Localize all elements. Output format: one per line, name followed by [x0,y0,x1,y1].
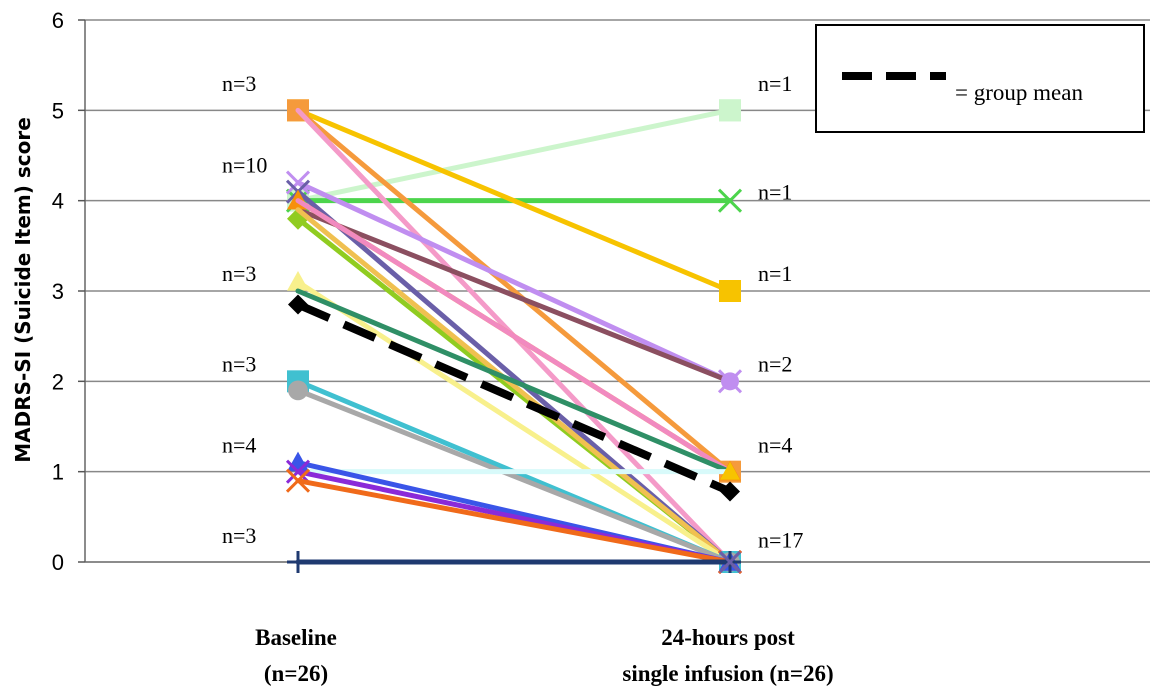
data-point [718,550,742,574]
series-segment [295,387,733,565]
series-line [295,198,733,475]
data-point [285,459,311,484]
category-label-line2: (n=26) [264,661,328,686]
series-line [295,207,733,565]
n-label-baseline: n=3 [222,261,256,286]
legend-text: = group mean [955,80,1083,105]
y-tick-label: 6 [52,8,64,33]
n-label-baseline: n=3 [222,523,256,548]
series-segment [295,180,733,384]
data-point [285,468,311,493]
data-point [285,170,311,195]
category-label-line2: single infusion (n=26) [622,661,833,686]
series-segment [295,107,733,294]
legend: = group mean [815,24,1145,133]
y-axis-label: MADRS-SI (Suicide Item) score [11,117,35,463]
data-point [287,551,309,573]
series-line [295,288,733,475]
data-point [288,380,308,401]
data-point [719,99,741,122]
data-point [287,270,309,291]
n-label-post: n=1 [758,71,792,96]
series-lines [285,99,743,575]
n-label-post: n=1 [758,261,792,286]
n-label-baseline: n=3 [222,351,256,376]
category-labels: Baseline (n=26) 24-hours post single infusi… [255,625,834,686]
category-label-line1: 24-hours post [661,625,795,650]
y-tick-label: 4 [52,189,64,214]
series-segment [295,478,733,565]
y-tick-label: 5 [52,98,64,123]
category-label-line1: Baseline [255,625,337,650]
n-label-post: n=1 [758,180,792,205]
y-tick-label: 2 [52,369,64,394]
y-tick-label: 1 [52,460,64,485]
series-segment [295,207,733,565]
series-segment [295,288,733,475]
group-mean-series [288,294,740,502]
y-tick-label: 0 [52,550,64,575]
data-point [721,372,739,391]
series-segment [295,279,733,565]
series-segment [295,207,733,384]
endpoint-markers [718,99,742,574]
data-point [288,294,308,315]
n-label-post: n=17 [758,527,803,552]
data-point [720,461,740,480]
n-label-baseline: n=3 [222,71,256,96]
data-point [287,451,309,472]
grid [85,19,1150,473]
series-segment [295,107,733,475]
data-point [720,481,740,502]
series-line [287,551,741,573]
series-segment [295,107,733,204]
data-point [717,188,743,213]
n-label-post: n=4 [758,433,792,458]
y-tick-labels: 0 1 2 3 4 5 6 [52,8,85,575]
series-line [295,207,733,384]
n-labels: n=3 n=10 n=3 n=3 n=4 n=3 n=1 n=1 n=1 n=2 n=4 n=17 [222,71,803,552]
series-segment [295,198,733,475]
n-label-baseline: n=10 [222,153,267,178]
data-point [719,280,741,302]
n-label-baseline: n=4 [222,433,256,458]
y-tick-label: 3 [52,279,64,304]
n-label-post: n=2 [758,351,792,376]
mean-line [296,300,732,496]
